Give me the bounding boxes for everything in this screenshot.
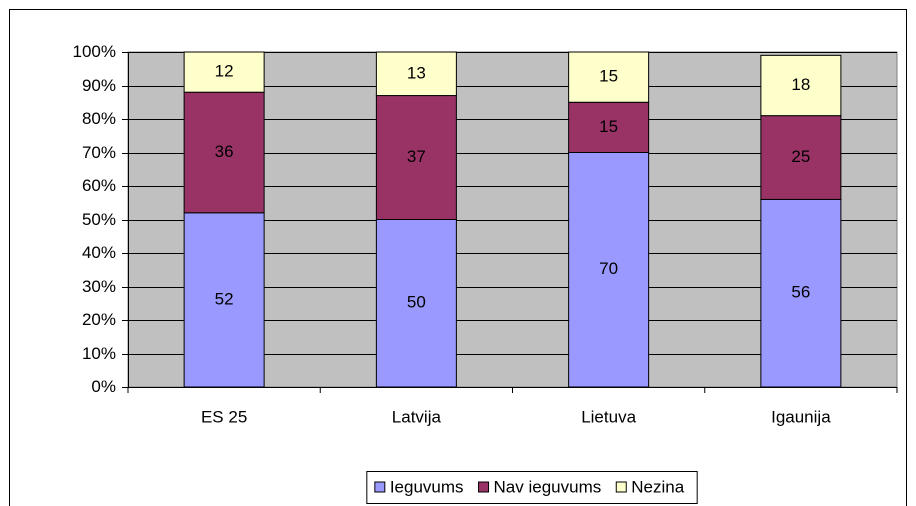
legend-swatch xyxy=(615,481,627,493)
data-label: 50 xyxy=(407,293,426,312)
bar-segment xyxy=(760,54,842,117)
y-tick-label: 50% xyxy=(82,210,116,229)
data-label: 12 xyxy=(215,62,234,81)
y-tick-label: 100% xyxy=(73,42,116,61)
legend: Ieguvums Nav ieguvums Nezina xyxy=(366,471,698,504)
data-label: 25 xyxy=(791,147,810,166)
bar-segment xyxy=(375,95,457,220)
data-label: 18 xyxy=(791,75,810,94)
x-tick-label: Lietuva xyxy=(581,407,636,426)
y-tick-label: 0% xyxy=(91,377,116,396)
bar-segment xyxy=(183,91,265,214)
bar-segment xyxy=(760,115,842,200)
data-label: 13 xyxy=(407,63,426,82)
data-label: 36 xyxy=(215,142,234,161)
legend-label: Nezina xyxy=(631,477,684,496)
y-tick-label: 40% xyxy=(82,243,116,262)
y-tick-label: 70% xyxy=(82,143,116,162)
y-tick-label: 90% xyxy=(82,76,116,95)
data-label: 52 xyxy=(215,289,234,308)
legend-box xyxy=(366,471,698,504)
data-label: 37 xyxy=(407,147,426,166)
x-tick-label: Latvija xyxy=(392,407,442,426)
bar-segment xyxy=(568,51,650,103)
y-tick-label: 60% xyxy=(82,176,116,195)
bar-segment xyxy=(568,152,650,388)
x-tick-label: ES 25 xyxy=(201,407,247,426)
y-tick-label: 80% xyxy=(82,109,116,128)
data-label: 15 xyxy=(599,67,618,86)
y-tick-label: 20% xyxy=(82,310,116,329)
x-tick-label: Igaunija xyxy=(771,407,831,426)
bar-segment xyxy=(183,51,265,93)
legend-label: Nav ieguvums xyxy=(494,477,602,496)
legend-label: Ieguvums xyxy=(390,477,464,496)
data-label: 15 xyxy=(599,117,618,136)
data-label: 56 xyxy=(791,283,810,302)
bar-segment xyxy=(375,51,457,97)
bar-segment xyxy=(760,198,842,388)
bar-segment xyxy=(568,101,650,153)
data-label: 70 xyxy=(599,259,618,278)
legend-swatch xyxy=(478,481,490,493)
legend-swatch xyxy=(374,481,386,493)
y-tick-label: 10% xyxy=(82,344,116,363)
y-tick-label: 30% xyxy=(82,277,116,296)
